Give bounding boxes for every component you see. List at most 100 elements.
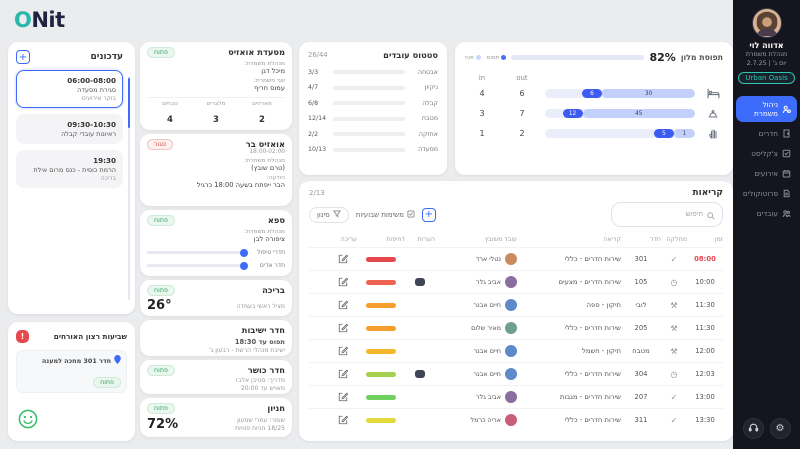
field-label: מנהלת משמרת:: [244, 229, 285, 235]
checklist-icon: [782, 149, 791, 158]
update-item[interactable]: 09:30-10:30 ראיונות עובדי קבלה: [16, 114, 123, 144]
edit-button[interactable]: [337, 368, 349, 380]
edit-button[interactable]: [337, 345, 349, 357]
edit-button[interactable]: [337, 276, 349, 288]
sidebar-item-employees[interactable]: עובדים: [736, 205, 797, 222]
facility-parking[interactable]: חניון פתוח שומר: עמרי שמעון 18/25 חניות פ…: [140, 398, 292, 437]
facility-name: חדר ישיבות: [241, 325, 285, 335]
call-time: 11:30: [695, 324, 715, 332]
satisfaction-title: שביעות רצון האורחים: [53, 332, 127, 341]
updates-title: עדכונים: [90, 52, 123, 62]
call-room: לובי: [635, 301, 647, 309]
edit-button[interactable]: [337, 391, 349, 403]
bed-icon: [703, 88, 723, 99]
urgency-bar: [366, 348, 396, 354]
field-label: הודעה:: [266, 175, 285, 181]
gear-icon: ⚙: [775, 423, 785, 434]
current-date: יום ג' | 2.7.25: [746, 60, 787, 67]
urgency-bar: [366, 256, 396, 262]
facility-spa[interactable]: ספא פתוח מנהלת משמרת: ציפורה לבן חדרי טיפ…: [140, 210, 292, 276]
facility-note: מאויש עד 20:00: [240, 385, 285, 392]
call-desc: שירות חדרים - כללי: [564, 370, 621, 378]
status-badge: סגור: [147, 139, 173, 150]
add-update-button[interactable]: +: [16, 50, 30, 64]
edit-button[interactable]: [337, 322, 349, 334]
note-bubble-icon[interactable]: [415, 370, 425, 378]
call-row[interactable]: 11:30 ⚒ לובי תיקון - ספה חיים אבנר: [309, 293, 723, 316]
calendar-icon: [782, 169, 791, 178]
smiley-icon: [18, 409, 38, 433]
sidebar-item-shift-management[interactable]: ניהול משמרת: [736, 96, 797, 122]
dept-check-icon: ✓: [670, 254, 678, 264]
call-row[interactable]: 08:00 ✓ 301 שירות חדרים - כללי נטלי ארד: [309, 247, 723, 270]
occupancy-panel: תפוסת מלון 82% תפוס פנוי out in 30 6 6 4 …: [455, 42, 733, 175]
staff-status-panel: סטטוס עובדים 26/44 אבטחה 3/3 ניקיון 4/7 קב…: [299, 42, 447, 175]
capacity-slider[interactable]: [147, 264, 243, 267]
edit-button[interactable]: [337, 253, 349, 265]
facility-name: חניון: [267, 403, 285, 413]
call-room: 105: [634, 278, 648, 286]
sidebar-menu: ניהול משמרת חדרים צ'קליסט אירועים פרוטוק…: [733, 96, 800, 222]
call-row[interactable]: 12:00 ⚒ מטבח תיקון - חשמל חיים אבנר: [309, 339, 723, 362]
shift-manager-icon: [782, 105, 791, 114]
sidebar-item-rooms[interactable]: חדרים: [736, 125, 797, 142]
sidebar-item-events[interactable]: אירועים: [736, 165, 797, 182]
field-value: (טרם שובץ): [251, 164, 285, 172]
call-row[interactable]: 10:00 ◷ 105 שירות חדרים - מצעים אביב גלר: [309, 270, 723, 293]
call-employee: מאיר שלום: [435, 322, 517, 334]
call-time: 11:30: [695, 301, 715, 309]
people-icon: [782, 209, 791, 218]
urgency-bar: [366, 325, 396, 331]
status-badge: פתוח: [147, 285, 175, 296]
update-time: 06:00-08:00: [67, 76, 116, 85]
avatar[interactable]: [751, 8, 782, 38]
call-employee: חיים אבנר: [435, 368, 517, 380]
edit-button[interactable]: [337, 299, 349, 311]
call-room: 205: [634, 324, 648, 332]
sidebar-item-checklist[interactable]: צ'קליסט: [736, 145, 797, 162]
facility-note: מדריך: סטיבן אלבז: [235, 377, 285, 384]
search-box[interactable]: [611, 202, 723, 227]
search-input[interactable]: [619, 211, 703, 218]
facility-gym[interactable]: חדר כושר פתוח מדריך: סטיבן אלבז מאויש עד…: [140, 360, 292, 394]
urgency-bar: [366, 394, 396, 400]
staff-row: מטבח 12/14: [308, 115, 438, 122]
edit-button[interactable]: [337, 414, 349, 426]
col-in-header: in: [478, 74, 486, 82]
call-time: 12:03: [695, 370, 715, 378]
weekly-tasks-toggle[interactable]: משימות שבועיות: [356, 209, 415, 220]
capacity-slider[interactable]: [147, 251, 243, 254]
filter-button[interactable]: סינון: [309, 206, 349, 223]
staff-status-title: סטטוס עובדים: [383, 50, 438, 60]
facility-meeting-room[interactable]: חדר ישיבות תפוס עד 18:30 ישיבת מנהלי הרש…: [140, 320, 292, 356]
sidebar-item-protocols[interactable]: פרוטוקולים: [736, 185, 797, 202]
add-call-button[interactable]: +: [421, 207, 436, 222]
legend-dot: [475, 55, 481, 60]
employee-avatar: [505, 414, 517, 426]
employee-avatar: [505, 299, 517, 311]
occupancy-title: תפוסת מלון: [680, 53, 723, 62]
note-bubble-icon[interactable]: [415, 278, 425, 286]
facility-pool[interactable]: בריכה פתוח מציל ראשי בעמדה 26°: [140, 280, 292, 316]
call-row[interactable]: 11:30 ⚒ 205 שירות חדרים - כללי מאיר שלום: [309, 316, 723, 339]
facility-bar[interactable]: אואזיס בר 18:00-02:00 סגור מנהלת משמרת: (ט…: [140, 134, 292, 206]
calls-panel: קריאות 2/13 + משימות שבועיות סינון זמןמח…: [299, 181, 733, 441]
hotel-badge[interactable]: Urban Oasis: [738, 72, 795, 84]
dept-check-icon: ✓: [670, 392, 678, 402]
dept-clock-icon: ◷: [670, 369, 678, 379]
call-row[interactable]: 13:30 ✓ 311 שירות חדרים - כללי אריה כרמל: [309, 408, 723, 431]
call-room: 207: [634, 393, 648, 401]
satisfaction-item[interactable]: חדר 301 מחכה למענה פתוח: [16, 350, 127, 393]
settings-button[interactable]: ⚙: [769, 418, 791, 439]
update-item[interactable]: 06:00-08:00 סגירת מסעדה בוקר אירועים: [16, 70, 123, 108]
update-subtext: בוקר אירועים: [81, 95, 116, 102]
call-row[interactable]: 13:00 ✓ 207 שירות חדרים - מגבות אביב גלר: [309, 385, 723, 408]
staff-row: אחזקה 2/2: [308, 130, 438, 138]
facility-restaurant[interactable]: מסעדת אואזיס פתוח מנהלת משמרת: מיכל דגן ש…: [140, 42, 292, 130]
call-row[interactable]: 12:03 ◷ 304 שירות חדרים - כללי חיים אבנר: [309, 362, 723, 385]
update-item[interactable]: 19:30 הרמת כוסית - כנס מרום אילת בריכה: [16, 150, 123, 188]
support-button[interactable]: [742, 418, 764, 439]
tasks-icon: [407, 209, 415, 220]
call-room: 311: [634, 416, 648, 424]
